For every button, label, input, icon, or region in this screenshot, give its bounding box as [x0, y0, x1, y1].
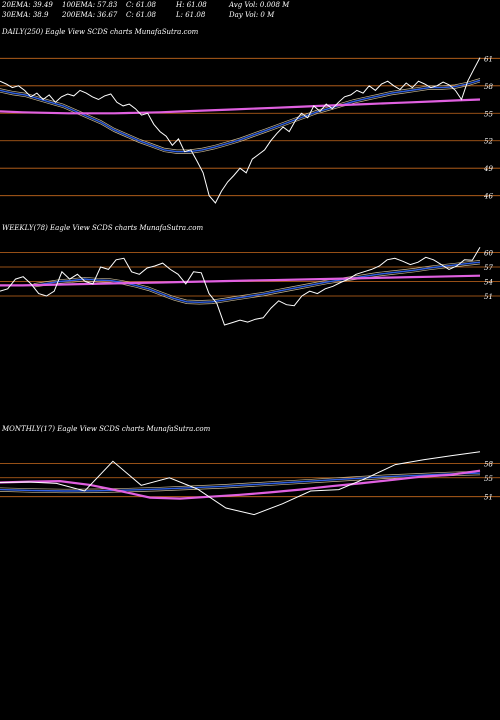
- weekly-panel-label: WEEKLY(78) Eagle View SCDS charts Munafa…: [2, 224, 204, 232]
- y-tick-label: 58: [484, 461, 493, 469]
- close-readout: C: 61.08: [126, 1, 156, 9]
- monthly-panel-label: MONTHLY(17) Eagle View SCDS charts Munaf…: [2, 425, 211, 433]
- avg-vol-readout: Avg Vol: 0.008 M: [229, 1, 290, 9]
- chart-panel-1: 60 57 54 51: [0, 247, 500, 326]
- ema-fast-line: [0, 472, 481, 492]
- y-tick-label: 57: [484, 264, 493, 272]
- ema-fast-line: [33, 261, 481, 304]
- ema-slow-line: [0, 469, 481, 500]
- y-tick-label: 60: [484, 250, 493, 258]
- ema100-readout: 100EMA: 57.83: [62, 1, 118, 9]
- y-tick-label: 55: [484, 110, 493, 118]
- y-tick-label: 55: [484, 475, 493, 483]
- ema-band-lower: [0, 81, 481, 154]
- ema-band-lower: [33, 263, 481, 305]
- ema200-readout: 200EMA: 36.67: [62, 11, 118, 19]
- y-tick-label: 52: [484, 138, 493, 146]
- y-tick-label: 54: [484, 279, 493, 287]
- y-tick-label: 61: [484, 55, 493, 63]
- chart-panel-0: 61 58 55 52 49 46: [0, 55, 500, 204]
- price-line: [0, 57, 481, 204]
- price-line: [0, 247, 481, 326]
- low-readout: L: 61.08: [176, 11, 206, 19]
- chart-panel-2: 58 55 51: [0, 451, 500, 516]
- y-tick-label: 58: [484, 83, 493, 91]
- ema20-readout: 20EMA: 39.49: [2, 1, 53, 9]
- ema-band-upper: [33, 260, 481, 301]
- close-readout-2: C: 61.08: [126, 11, 156, 19]
- y-tick-label: 51: [484, 494, 493, 502]
- ema-slow-line: [0, 98, 481, 115]
- ema-slow-line: [0, 274, 481, 287]
- price-line: [0, 451, 481, 516]
- y-tick-label: 51: [484, 293, 493, 301]
- ema-band-upper: [0, 470, 481, 490]
- y-tick-label: 46: [483, 193, 493, 201]
- ema30-readout: 30EMA: 38.9: [2, 11, 49, 19]
- high-readout: H: 61.08: [176, 1, 207, 9]
- y-tick-label: 49: [483, 165, 493, 173]
- daily-panel-label: DAILY(250) Eagle View SCDS charts Munafa…: [2, 28, 199, 36]
- day-vol-readout: Day Vol: 0 M: [229, 11, 275, 19]
- ema-band-upper: [0, 78, 481, 151]
